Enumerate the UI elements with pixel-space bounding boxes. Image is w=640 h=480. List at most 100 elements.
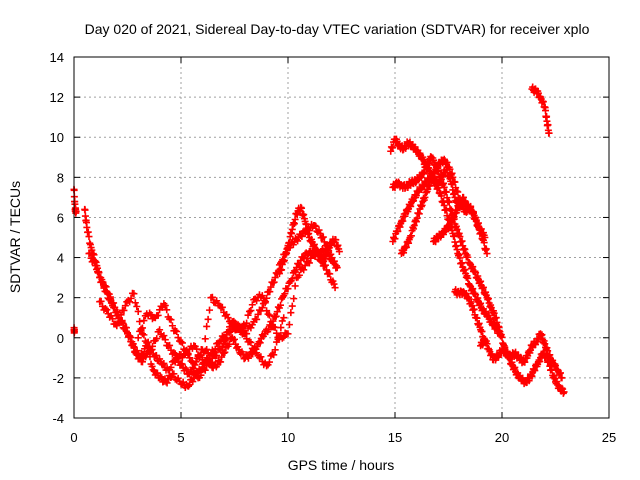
data-point bbox=[221, 348, 229, 356]
data-point bbox=[109, 315, 117, 323]
data-point bbox=[331, 284, 339, 292]
data-point bbox=[116, 317, 124, 325]
data-point bbox=[560, 388, 568, 396]
data-point bbox=[201, 366, 209, 374]
data-points bbox=[70, 83, 568, 397]
x-tick-label: 20 bbox=[495, 430, 509, 445]
data-point bbox=[161, 336, 169, 344]
data-point bbox=[284, 330, 292, 338]
data-point bbox=[160, 332, 168, 340]
data-point bbox=[224, 328, 232, 336]
data-point bbox=[223, 311, 231, 319]
data-point bbox=[126, 298, 134, 306]
data-point bbox=[297, 231, 305, 239]
data-point bbox=[241, 329, 249, 337]
data-point bbox=[184, 382, 192, 390]
data-point bbox=[131, 299, 139, 307]
y-tick-label: 14 bbox=[50, 50, 64, 65]
data-point bbox=[160, 359, 168, 367]
data-point bbox=[97, 297, 105, 305]
data-point bbox=[188, 358, 196, 366]
y-tick-labels: -4 -2 0 2 4 6 8 10 12 14 bbox=[50, 50, 64, 426]
data-point bbox=[178, 339, 186, 347]
data-point bbox=[174, 355, 182, 363]
data-point bbox=[130, 290, 138, 298]
data-point bbox=[290, 295, 298, 303]
data-point bbox=[310, 252, 318, 260]
data-point bbox=[248, 301, 256, 309]
x-tick-label: 10 bbox=[281, 430, 295, 445]
data-point bbox=[271, 274, 279, 282]
data-point bbox=[120, 306, 128, 314]
data-point bbox=[166, 341, 174, 349]
data-point bbox=[272, 312, 280, 320]
data-point bbox=[330, 280, 338, 288]
data-point bbox=[153, 335, 161, 343]
data-point bbox=[94, 264, 102, 272]
data-point bbox=[144, 338, 152, 346]
data-point bbox=[271, 346, 279, 354]
data-point bbox=[203, 322, 211, 330]
data-point bbox=[193, 345, 201, 353]
data-point bbox=[295, 271, 303, 279]
data-point bbox=[305, 259, 313, 267]
data-point bbox=[140, 317, 148, 325]
data-point bbox=[129, 340, 137, 348]
data-point bbox=[170, 370, 178, 378]
x-tick-labels: 0 5 10 15 20 25 bbox=[70, 430, 616, 445]
data-point bbox=[223, 335, 231, 343]
data-point bbox=[260, 294, 268, 302]
data-point bbox=[316, 229, 324, 237]
y-tick-label: 10 bbox=[50, 130, 64, 145]
data-point bbox=[101, 305, 109, 313]
data-point bbox=[170, 349, 178, 357]
data-point bbox=[177, 338, 185, 346]
data-point bbox=[140, 350, 148, 358]
data-point bbox=[186, 354, 194, 362]
data-point bbox=[266, 288, 274, 296]
data-point bbox=[206, 306, 214, 314]
data-point bbox=[121, 323, 129, 331]
data-point bbox=[274, 335, 282, 343]
series-m bbox=[451, 286, 489, 346]
data-point bbox=[197, 371, 205, 379]
data-point bbox=[200, 348, 208, 356]
plot-frame bbox=[73, 56, 610, 419]
data-point bbox=[167, 316, 175, 324]
data-point bbox=[278, 317, 286, 325]
data-point bbox=[275, 332, 283, 340]
data-point bbox=[251, 345, 259, 353]
data-point bbox=[244, 311, 252, 319]
data-point bbox=[198, 356, 206, 364]
y-tick-label: -2 bbox=[52, 371, 64, 386]
data-point bbox=[171, 327, 179, 335]
data-point bbox=[193, 369, 201, 377]
data-point bbox=[558, 374, 566, 382]
data-point bbox=[270, 351, 278, 359]
data-point bbox=[321, 261, 329, 269]
data-point bbox=[189, 378, 197, 386]
data-point bbox=[127, 294, 135, 302]
data-point bbox=[263, 307, 271, 315]
data-point bbox=[85, 233, 93, 241]
data-point bbox=[157, 373, 165, 381]
data-point bbox=[315, 226, 323, 234]
data-point bbox=[227, 323, 235, 331]
data-point bbox=[294, 237, 302, 245]
data-point bbox=[134, 307, 142, 315]
data-point bbox=[284, 285, 292, 293]
data-point bbox=[281, 290, 289, 298]
data-point bbox=[291, 282, 299, 290]
data-point bbox=[186, 381, 194, 389]
data-point bbox=[288, 302, 296, 310]
data-point bbox=[285, 239, 293, 247]
data-point bbox=[217, 346, 225, 354]
data-point bbox=[174, 334, 182, 342]
data-point bbox=[161, 301, 169, 309]
data-point bbox=[182, 366, 190, 374]
data-point bbox=[190, 365, 198, 373]
data-point bbox=[265, 358, 273, 366]
series-n bbox=[477, 330, 566, 382]
data-point bbox=[110, 299, 118, 307]
